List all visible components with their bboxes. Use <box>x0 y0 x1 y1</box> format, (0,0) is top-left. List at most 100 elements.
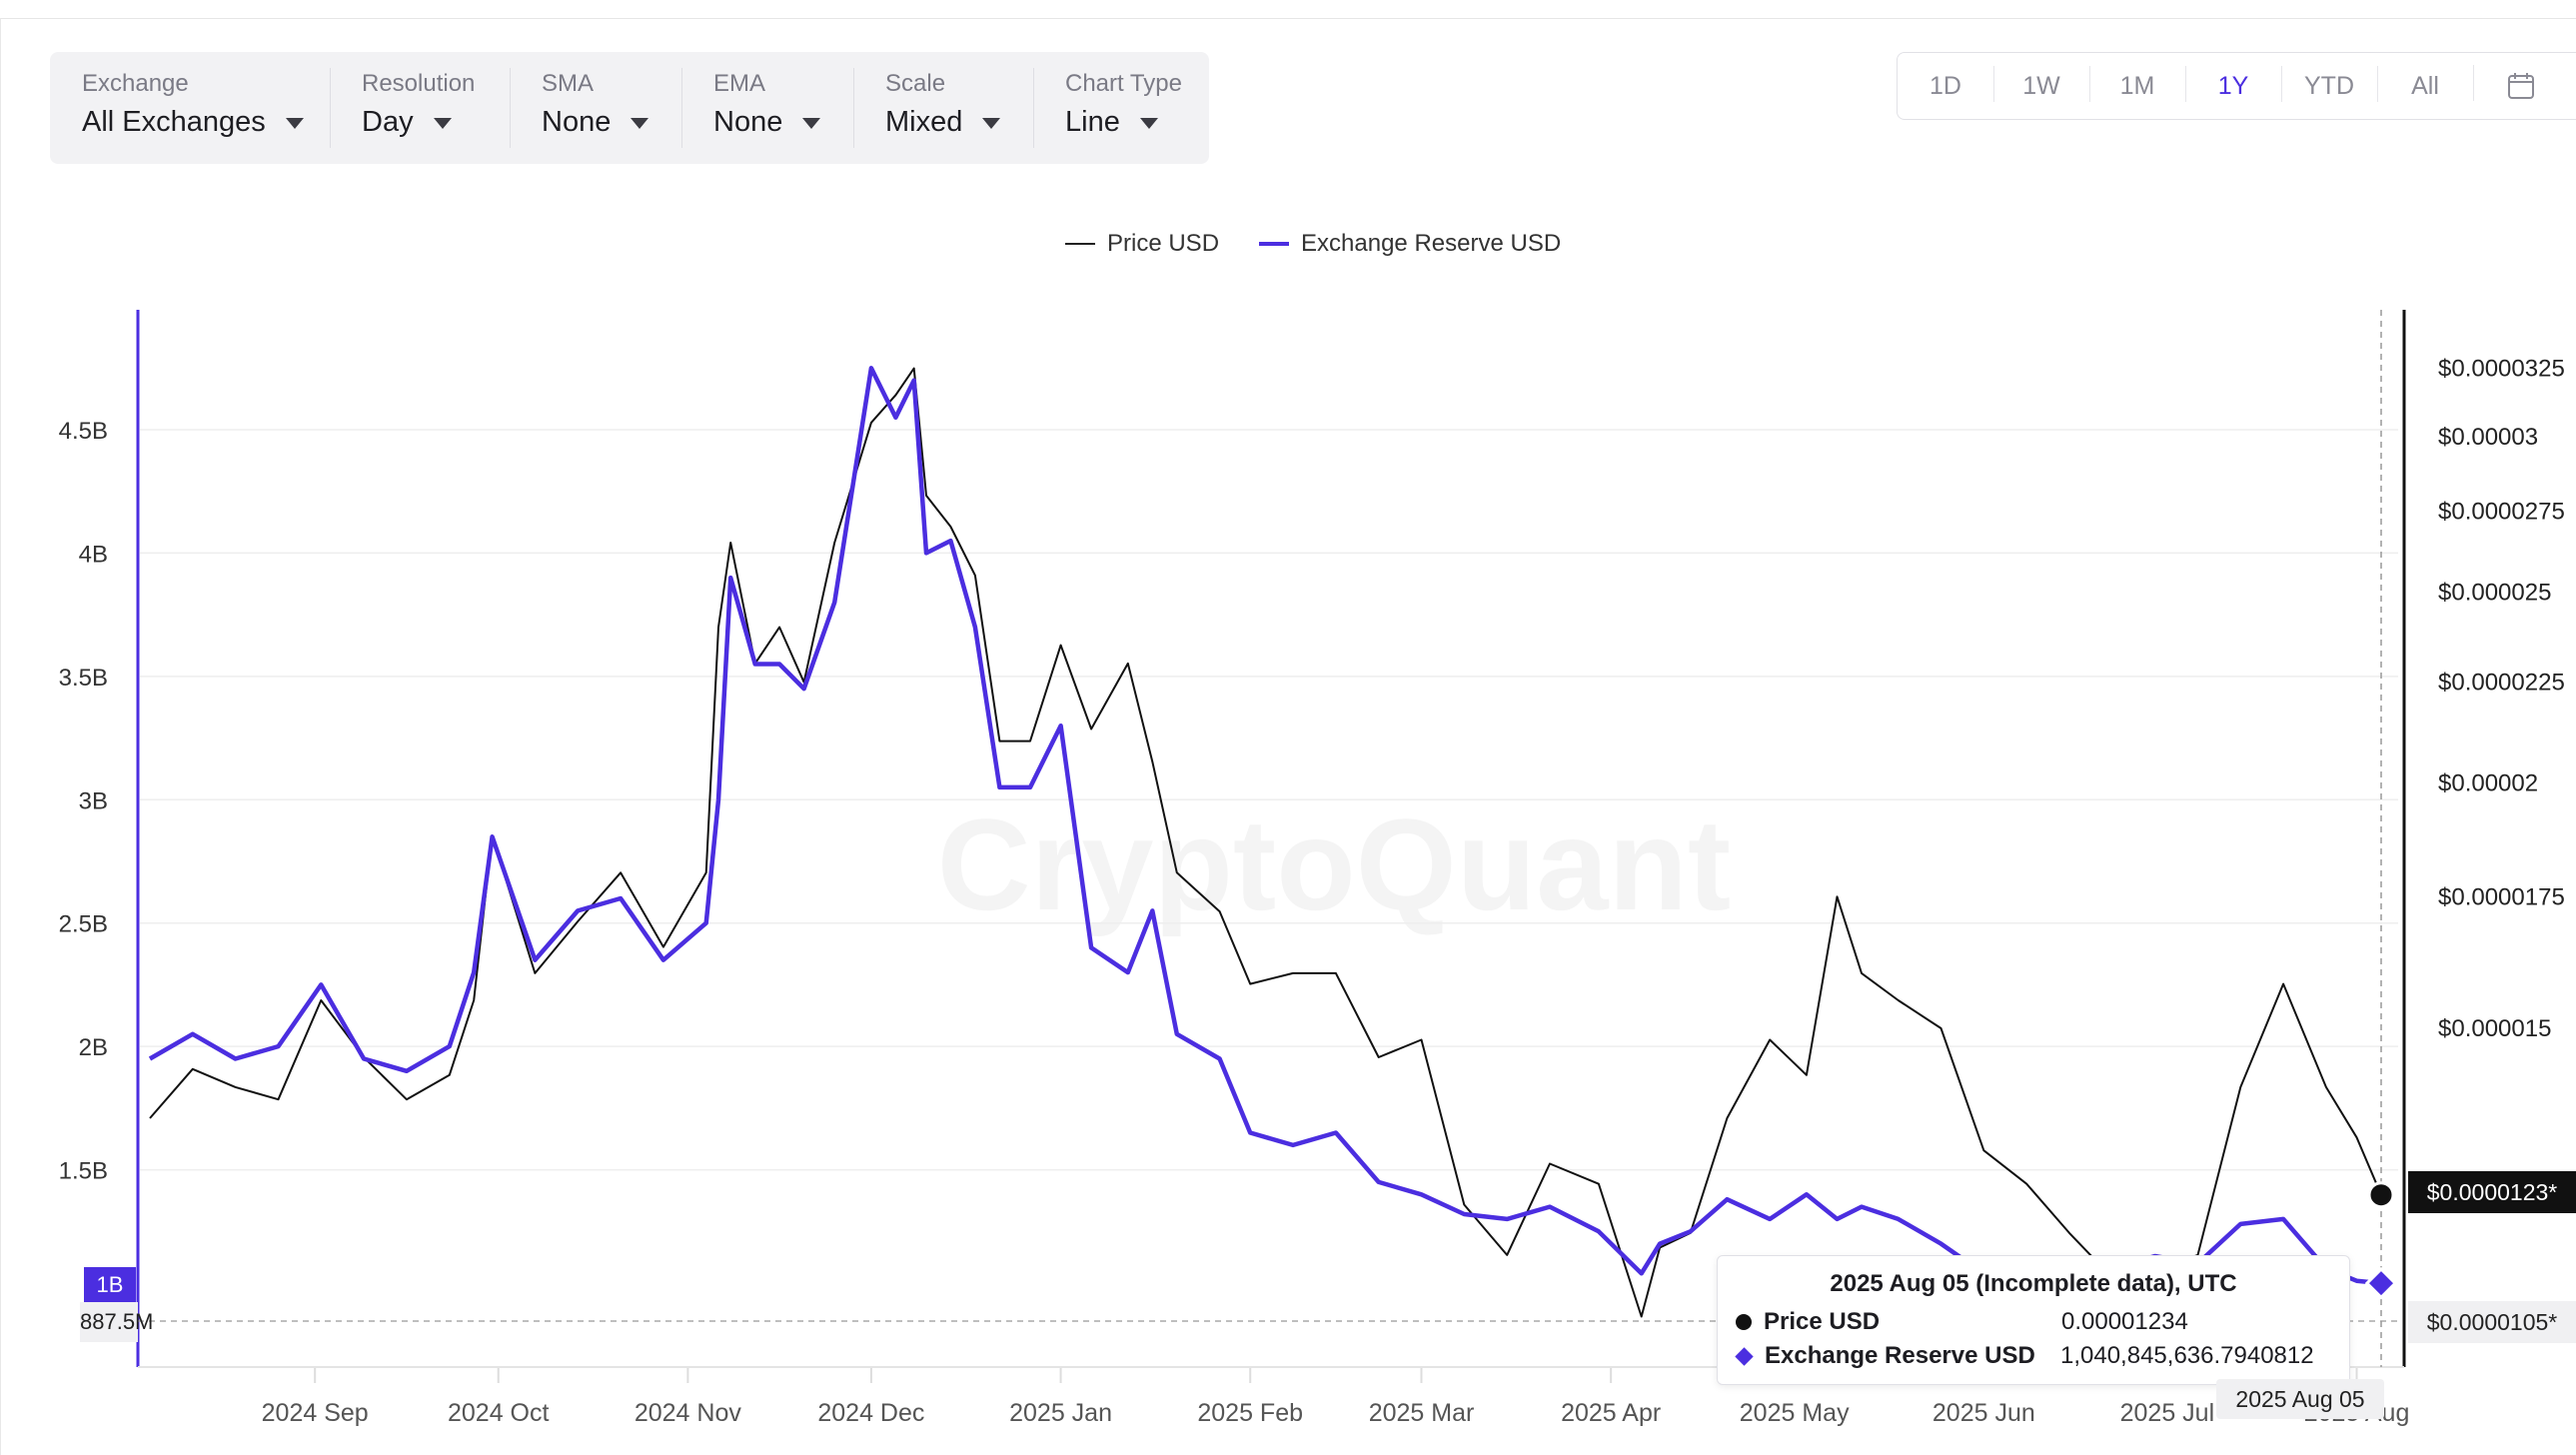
range-1d-button[interactable]: 1D <box>1930 71 1961 100</box>
grid-lines <box>140 429 2398 1171</box>
tooltip-price-value: 0.00001234 <box>2061 1308 2188 1335</box>
filter-sma-dropdown[interactable]: None <box>542 106 649 139</box>
x-tick-label: 2025 Feb <box>1197 1399 1303 1427</box>
filter-ema-dropdown[interactable]: None <box>713 106 821 139</box>
price-series-line <box>149 367 2382 1318</box>
legend-swatch-reserve <box>1259 242 1290 246</box>
caret-down-icon <box>1139 118 1158 129</box>
right-tick-label: $0.0000325 <box>2438 356 2565 383</box>
right-axis-min-label: $0.0000105* <box>2408 1301 2576 1343</box>
top-divider <box>0 18 2576 19</box>
x-tick-label: 2024 Oct <box>448 1399 550 1427</box>
crosshair-date-flag: 2025 Aug 05 <box>2216 1379 2384 1419</box>
left-axis-min-label: 887.5M <box>80 1302 153 1342</box>
caret-down-icon <box>631 118 649 129</box>
right-tick-label: $0.00002 <box>2438 769 2538 796</box>
left-tick-label: 2B <box>79 1034 108 1061</box>
left-tick-label: 2.5B <box>59 911 108 938</box>
tooltip-reserve-value: 1,040,845,636.7940812 <box>2060 1342 2314 1369</box>
filter-sma-value: None <box>542 106 612 138</box>
range-selector: 1D 1W 1M 1Y YTD All <box>1897 52 2576 120</box>
right-axis: $0.0000325 $0.00003 $0.0000275 $0.000025 $0.… <box>2438 356 2565 1042</box>
filter-sma[interactable]: SMA None <box>510 52 681 164</box>
range-ytd-button[interactable]: YTD <box>2281 65 2377 102</box>
filter-chart-type[interactable]: Chart Type Line <box>1033 52 1209 164</box>
left-tick-label: 3.5B <box>59 665 108 692</box>
tooltip-date: 2025 Aug 05 (Incomplete data), UTC <box>1830 1270 2237 1297</box>
left-axis: 4.5B 4B 3.5B 3B 2.5B 2B 1.5B <box>59 418 108 1185</box>
reserve-series-line <box>148 366 2382 1286</box>
filter-resolution[interactable]: Resolution Day <box>330 52 510 164</box>
caret-down-icon <box>285 118 304 129</box>
filter-resolution-value: Day <box>362 106 414 138</box>
x-tick-label: 2024 Dec <box>817 1399 924 1427</box>
filter-exchange-dropdown[interactable]: All Exchanges <box>82 106 304 139</box>
legend-label-price: Price USD <box>1107 230 1220 257</box>
filter-bar: Exchange All Exchanges Resolution Day SM… <box>50 52 1209 164</box>
legend-item-price[interactable]: Price USD <box>1065 230 1219 258</box>
filter-sma-label: SMA <box>542 70 595 97</box>
filter-chart-type-dropdown[interactable]: Line <box>1065 106 1158 139</box>
calendar-button[interactable] <box>2473 64 2569 102</box>
caret-down-icon <box>433 118 452 129</box>
filter-ema-value: None <box>713 106 783 138</box>
left-tick-label: 3B <box>79 787 108 814</box>
x-tick-label: 2025 Mar <box>1369 1399 1475 1427</box>
x-tick-label: 2025 Jul <box>2120 1399 2215 1427</box>
filter-ema[interactable]: EMA None <box>681 52 853 164</box>
caret-down-icon <box>982 118 1001 129</box>
left-tick-label: 1.5B <box>59 1158 108 1185</box>
chart-legend: Price USD Exchange Reserve USD <box>1065 230 1601 258</box>
caret-down-icon <box>802 118 821 129</box>
x-tick-label: 2025 Apr <box>1561 1399 1661 1427</box>
left-divider <box>0 18 1 1455</box>
filter-exchange[interactable]: Exchange All Exchanges <box>50 52 330 164</box>
left-axis-1b-flag: 1B <box>84 1267 136 1303</box>
right-axis-price-flag: $0.0000123* <box>2408 1171 2576 1213</box>
range-1m-button[interactable]: 1M <box>2089 65 2185 102</box>
legend-label-reserve: Exchange Reserve USD <box>1301 230 1562 257</box>
right-tick-label: $0.000025 <box>2438 580 2551 607</box>
chart-tooltip: 2025 Aug 05 (Incomplete data), UTC Price… <box>1717 1255 2350 1385</box>
filter-scale-value: Mixed <box>885 106 963 138</box>
tooltip-price-label: Price USD <box>1764 1308 1881 1335</box>
reserve-diamond-icon <box>1735 1346 1754 1366</box>
range-1w-button[interactable]: 1W <box>1993 65 2089 102</box>
crosshair-points <box>2364 1181 2398 1300</box>
tooltip-reserve-label: Exchange Reserve USD <box>1765 1342 2035 1369</box>
range-1y-button[interactable]: 1Y <box>2185 65 2281 102</box>
range-all-button[interactable]: All <box>2377 65 2473 102</box>
reserve-point <box>2364 1266 2398 1300</box>
x-tick-label: 2025 Jan <box>1009 1399 1112 1427</box>
filter-scale-dropdown[interactable]: Mixed <box>885 106 1001 139</box>
price-point <box>2367 1181 2395 1209</box>
filter-ema-label: EMA <box>713 70 766 97</box>
right-tick-label: $0.000015 <box>2438 1015 2551 1042</box>
price-dot-icon <box>1736 1314 1752 1330</box>
filter-exchange-value: All Exchanges <box>82 106 266 138</box>
calendar-icon <box>2508 73 2534 100</box>
left-tick-label: 4.5B <box>59 418 108 445</box>
legend-item-reserve[interactable]: Exchange Reserve USD <box>1259 230 1561 258</box>
x-tick-label: 2025 Jun <box>1932 1399 2035 1427</box>
right-tick-label: $0.00003 <box>2438 424 2538 451</box>
filter-exchange-label: Exchange <box>82 70 189 97</box>
right-tick-label: $0.0000275 <box>2438 498 2565 525</box>
right-tick-label: $0.0000175 <box>2438 883 2565 910</box>
filter-scale[interactable]: Scale Mixed <box>853 52 1033 164</box>
right-tick-label: $0.0000225 <box>2438 670 2565 697</box>
watermark: CryptoQuant <box>937 791 1731 937</box>
x-tick-label: 2025 May <box>1740 1399 1850 1427</box>
filter-chart-type-value: Line <box>1065 106 1120 138</box>
legend-swatch-price <box>1065 243 1095 245</box>
tooltip-row-reserve: Exchange Reserve USD 1,040,845,636.79408… <box>1735 1342 2335 1370</box>
x-tick-label: 2024 Nov <box>635 1399 742 1427</box>
filter-resolution-label: Resolution <box>362 70 476 97</box>
filter-chart-type-label: Chart Type <box>1065 70 1182 97</box>
filter-resolution-dropdown[interactable]: Day <box>362 106 452 139</box>
tooltip-row-price: Price USD 0.00001234 <box>1736 1308 2335 1336</box>
x-tick-label: 2024 Sep <box>262 1399 369 1427</box>
filter-scale-label: Scale <box>885 70 946 97</box>
left-tick-label: 4B <box>79 541 108 568</box>
